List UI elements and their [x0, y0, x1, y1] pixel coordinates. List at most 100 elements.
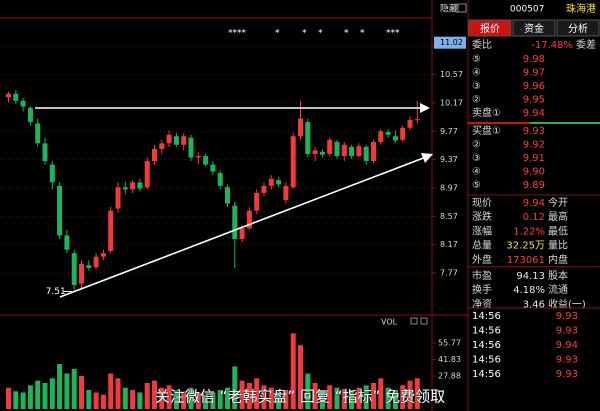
signal-marker: *	[302, 29, 307, 39]
volume-bar	[276, 392, 282, 409]
y-tick-label: 9.77	[440, 127, 458, 136]
ask-label: ④	[472, 68, 481, 79]
tick-price: 9.94	[556, 340, 578, 351]
stat-label: 总量	[472, 239, 492, 252]
volume-bar	[42, 383, 48, 409]
candle-body	[42, 143, 48, 162]
tick-time: 14:56	[472, 311, 501, 322]
volume-bar	[392, 390, 398, 409]
tab-label[interactable]: 分析	[568, 22, 588, 35]
candle-body	[356, 146, 362, 157]
volume-bar	[159, 387, 165, 409]
arrow-head	[420, 103, 430, 113]
watermark: 关注微信 “老韩实盘” 回复 “指标” 免费领取	[155, 388, 445, 406]
candle-body	[108, 210, 114, 252]
volume-bar	[152, 380, 157, 409]
candle-body	[188, 137, 194, 158]
volume-bar	[188, 387, 194, 409]
signal-marker: *	[344, 29, 349, 39]
tick-price: 9.93	[556, 311, 578, 322]
ask-label: ③	[472, 81, 481, 92]
signal-marker: *	[318, 29, 323, 39]
y-tick-label: 10.17	[440, 98, 463, 107]
candle-body	[305, 122, 311, 154]
candle-body	[349, 146, 355, 157]
tick-price: 9.93	[556, 326, 578, 337]
tab-label[interactable]: 报价	[480, 22, 500, 35]
bid-price: 9.89	[523, 180, 545, 191]
volume-bar	[327, 385, 333, 409]
candle-body	[334, 141, 340, 157]
candle-body	[203, 156, 209, 165]
stat-value: 4.18%	[513, 285, 545, 296]
candle-body	[225, 187, 230, 204]
volume-bar	[319, 390, 325, 409]
candle-body	[378, 131, 384, 142]
bid-price: 9.92	[523, 140, 545, 151]
price-label-box	[434, 36, 466, 49]
candle-body	[195, 156, 201, 158]
volume-icon[interactable]	[410, 317, 418, 325]
candle-body	[298, 118, 303, 137]
volume-bar	[6, 387, 11, 409]
tick-time: 14:56	[472, 326, 501, 337]
volume-bar	[100, 394, 106, 409]
tab[interactable]	[468, 19, 512, 37]
volume-bar	[173, 390, 179, 409]
y-tick-label: 8.57	[440, 212, 458, 221]
volume-bar	[254, 378, 260, 409]
candle-body	[414, 119, 420, 121]
stat-value: 94.13	[516, 271, 545, 282]
support-line	[59, 156, 427, 298]
tab-label[interactable]: 资金	[524, 22, 544, 35]
candle-body	[152, 148, 157, 162]
toolbar-icon[interactable]	[457, 3, 467, 13]
volume-bar	[137, 392, 143, 409]
stat-label: 外盘	[472, 253, 492, 266]
volume-bar	[349, 390, 355, 409]
volume-bar	[108, 373, 114, 409]
candle-body	[210, 164, 216, 172]
candle-body	[371, 141, 376, 162]
tab[interactable]	[556, 19, 600, 37]
volume-bar	[268, 387, 274, 409]
candle-body	[13, 93, 19, 101]
stock-name: 珠海港	[566, 2, 596, 15]
volume-bar	[13, 391, 19, 409]
candle-body	[49, 164, 55, 183]
tab[interactable]	[512, 19, 556, 37]
volume-bar	[385, 387, 391, 409]
ask-price: 9.96	[523, 81, 545, 92]
y-tick-label: 8.97	[440, 183, 458, 192]
volume-bar	[371, 383, 376, 409]
candle-body	[35, 123, 41, 144]
signal-marker: ****	[228, 29, 247, 39]
ask-label: ⑤	[472, 54, 481, 65]
stat-value: 32.25万	[506, 241, 545, 252]
candle-body	[407, 119, 413, 128]
signal-marker: ***	[386, 29, 400, 39]
candle-body	[64, 235, 70, 250]
volume-bar	[130, 390, 136, 409]
hide-button[interactable]: 隐藏	[440, 3, 458, 15]
stat-right-label: 股本	[548, 269, 568, 282]
bid-label: ⑤	[472, 180, 481, 191]
volume-icon[interactable]	[420, 317, 428, 325]
candle-body	[86, 265, 92, 269]
volume-bar	[341, 388, 347, 409]
y-tick-label: 8.17	[440, 240, 458, 249]
stat-right-label: 流通	[548, 283, 568, 296]
volume-bar	[378, 378, 384, 409]
candle-body	[327, 139, 333, 154]
ratio-diff-label: 委差	[576, 38, 596, 51]
volume-bar	[400, 385, 406, 409]
candle-body	[159, 143, 165, 149]
stat-right-label: 今开	[548, 196, 568, 209]
stat-right-label: 最低	[548, 224, 568, 237]
volume-bar	[181, 391, 187, 409]
stat-value: 0.12	[523, 212, 545, 223]
volume-bar	[203, 394, 209, 409]
candle-body	[173, 136, 179, 145]
candle-body	[232, 205, 238, 239]
